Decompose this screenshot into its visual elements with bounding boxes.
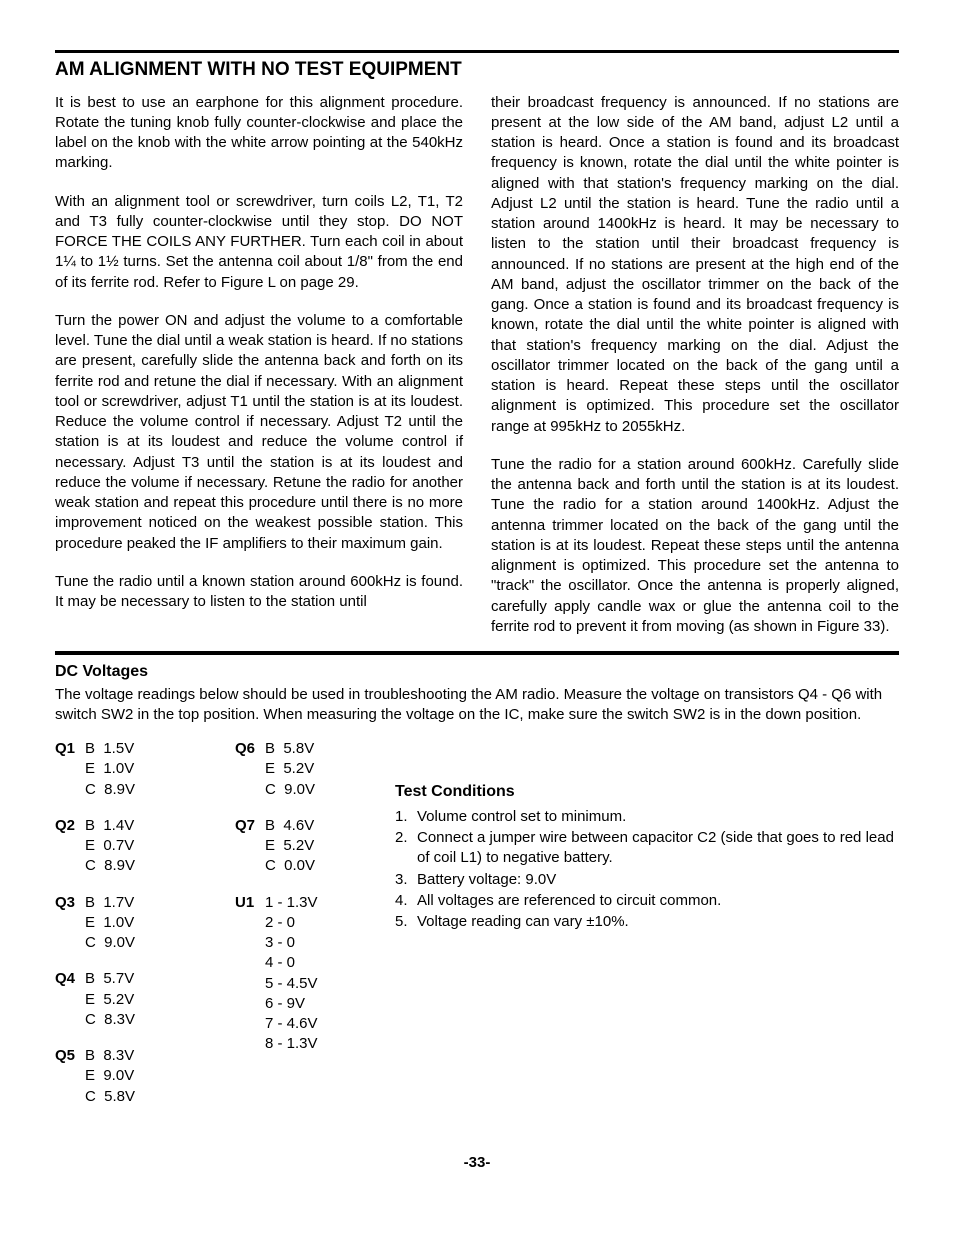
voltage-values: B 5.8V E 5.2V C 9.0V xyxy=(265,739,315,800)
voltage-block: Q2B 1.4V E 0.7V C 8.9V xyxy=(55,816,175,877)
voltage-block: Q5B 8.3V E 9.0V C 5.8V xyxy=(55,1046,175,1107)
test-item-number: 3. xyxy=(395,870,417,890)
voltage-values: B 4.6V E 5.2V C 0.0V xyxy=(265,816,315,877)
test-item-text: Volume control set to minimum. xyxy=(417,807,899,827)
para: Turn the power ON and adjust the volume … xyxy=(55,311,463,554)
dc-voltages-title: DC Voltages xyxy=(55,661,899,683)
test-item: 5.Voltage reading can vary ±10%. xyxy=(395,912,899,932)
transistor-label: Q6 xyxy=(235,739,265,759)
test-list: 1.Volume control set to minimum.2.Connec… xyxy=(395,807,899,933)
right-column: their broadcast frequency is announced. … xyxy=(491,93,899,638)
test-item-text: Voltage reading can vary ±10%. xyxy=(417,912,899,932)
transistor-label: Q5 xyxy=(55,1046,85,1066)
voltage-col-2: Q6B 5.8V E 5.2V C 9.0VQ7B 4.6V E 5.2V C … xyxy=(235,739,355,1123)
transistor-label: Q7 xyxy=(235,816,265,836)
dc-intro-text: The voltage readings below should be use… xyxy=(55,685,899,726)
transistor-label: Q2 xyxy=(55,816,85,836)
voltage-values: B 1.5V E 1.0V C 8.9V xyxy=(85,739,135,800)
double-rule xyxy=(55,651,899,655)
test-item-number: 4. xyxy=(395,891,417,911)
transistor-label: Q4 xyxy=(55,969,85,989)
top-rule xyxy=(55,50,899,53)
test-conditions-area: Test Conditions 1.Volume control set to … xyxy=(395,739,899,1123)
voltage-block: Q1B 1.5V E 1.0V C 8.9V xyxy=(55,739,175,800)
test-item: 2.Connect a jumper wire between capacito… xyxy=(395,828,899,869)
main-columns: It is best to use an earphone for this a… xyxy=(55,93,899,638)
voltage-values: 1 - 1.3V 2 - 0 3 - 0 4 - 0 5 - 4.5V 6 - … xyxy=(265,893,318,1055)
voltage-block: Q4B 5.7V E 5.2V C 8.3V xyxy=(55,969,175,1030)
transistor-label: Q3 xyxy=(55,893,85,913)
voltage-columns: Q1B 1.5V E 1.0V C 8.9VQ2B 1.4V E 0.7V C … xyxy=(55,739,355,1123)
para: It is best to use an earphone for this a… xyxy=(55,93,463,174)
voltage-values: B 5.7V E 5.2V C 8.3V xyxy=(85,969,135,1030)
test-item-text: Connect a jumper wire between capacitor … xyxy=(417,828,899,869)
transistor-label: Q1 xyxy=(55,739,85,759)
test-item-text: All voltages are referenced to circuit c… xyxy=(417,891,899,911)
test-item: 1.Volume control set to minimum. xyxy=(395,807,899,827)
section-title: AM ALIGNMENT WITH NO TEST EQUIPMENT xyxy=(55,57,899,83)
test-item-number: 2. xyxy=(395,828,417,869)
test-item-text: Battery voltage: 9.0V xyxy=(417,870,899,890)
test-conditions-title: Test Conditions xyxy=(395,781,899,803)
para: With an alignment tool or screwdriver, t… xyxy=(55,192,463,293)
voltage-block: Q7B 4.6V E 5.2V C 0.0V xyxy=(235,816,355,877)
test-item-number: 5. xyxy=(395,912,417,932)
voltage-values: B 8.3V E 9.0V C 5.8V xyxy=(85,1046,135,1107)
voltage-col-1: Q1B 1.5V E 1.0V C 8.9VQ2B 1.4V E 0.7V C … xyxy=(55,739,175,1123)
voltage-block: U11 - 1.3V 2 - 0 3 - 0 4 - 0 5 - 4.5V 6 … xyxy=(235,893,355,1055)
bottom-grid: Q1B 1.5V E 1.0V C 8.9VQ2B 1.4V E 0.7V C … xyxy=(55,739,899,1123)
test-item: 3.Battery voltage: 9.0V xyxy=(395,870,899,890)
voltage-values: B 1.4V E 0.7V C 8.9V xyxy=(85,816,135,877)
voltage-block: Q3B 1.7V E 1.0V C 9.0V xyxy=(55,893,175,954)
test-item-number: 1. xyxy=(395,807,417,827)
para: Tune the radio for a station around 600k… xyxy=(491,455,899,637)
para: their broadcast frequency is announced. … xyxy=(491,93,899,437)
page-number: -33- xyxy=(55,1153,899,1173)
para: Tune the radio until a known station aro… xyxy=(55,572,463,613)
transistor-label: U1 xyxy=(235,893,265,913)
left-column: It is best to use an earphone for this a… xyxy=(55,93,463,638)
voltage-block: Q6B 5.8V E 5.2V C 9.0V xyxy=(235,739,355,800)
test-item: 4.All voltages are referenced to circuit… xyxy=(395,891,899,911)
voltage-values: B 1.7V E 1.0V C 9.0V xyxy=(85,893,135,954)
